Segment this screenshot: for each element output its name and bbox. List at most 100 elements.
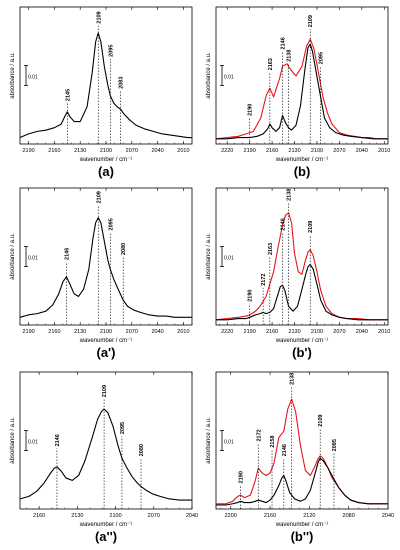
peak-label: 2083 [119, 77, 125, 89]
x-tick-label: 2010 [378, 329, 390, 335]
peak-label: 2190 [248, 104, 254, 116]
x-tick-label: 2160 [264, 513, 276, 519]
plot-frame [19, 187, 193, 326]
plot-frame [215, 187, 389, 326]
x-tick-label: 2220 [221, 329, 233, 335]
panel-label: (b') [292, 345, 312, 360]
x-tick-label: 2130 [288, 148, 300, 154]
spectrum-line-0 [215, 212, 388, 321]
peak-label: 2158 [270, 435, 276, 447]
x-tick-label: 2160 [48, 329, 60, 335]
scale-bar-label: 0.01 [224, 75, 234, 81]
chart-panel-4: 2160 2130 2100 2070 2040 wavenumber / cm⁻¹ abs… [10, 371, 198, 544]
y-axis-label: absorbance / a.u. [10, 417, 16, 464]
panel-label: (a'') [95, 529, 117, 544]
x-tick-label: 2100 [100, 148, 112, 154]
spectrum-line-0 [19, 217, 192, 318]
peak-label: 2146 [282, 444, 288, 456]
chart-panel-3: 2220 2190 2160 2130 2100 2070 2040 2010 wavenumb… [206, 187, 390, 360]
peak-label: 2080 [139, 444, 145, 456]
spectrum-line-1 [216, 43, 388, 140]
x-axis-label: wavenumber / cm⁻¹ [275, 522, 329, 528]
y-axis-label: absorbance / a.u. [10, 233, 16, 280]
peak-label: 2172 [256, 429, 262, 441]
peak-label: 2095 [108, 218, 114, 230]
x-tick-label: 2130 [71, 513, 83, 519]
x-tick-label: 2120 [303, 513, 315, 519]
spectrum-line-1 [216, 263, 388, 321]
x-axis-label: wavenumber / cm⁻¹ [79, 338, 133, 344]
x-tick-label: 2160 [33, 513, 45, 519]
x-axis-label: wavenumber / cm⁻¹ [79, 522, 133, 528]
peak-label: 2080 [121, 243, 127, 255]
x-tick-label: 2070 [148, 513, 160, 519]
scale-bar-label: 0.01 [28, 440, 38, 446]
plot-frame [19, 371, 193, 510]
x-tick-label: 2080 [343, 513, 355, 519]
peak-label: 2163 [268, 243, 274, 255]
spectrum-line-0 [19, 32, 192, 139]
x-tick-label: 2070 [333, 148, 345, 154]
spectrum-line-0 [216, 398, 388, 505]
x-tick-label: 2130 [74, 329, 86, 335]
spectrum-line-0 [19, 408, 192, 501]
chart-panel-2: 2190 2160 2130 2100 2070 2040 2010 wavenumber /… [10, 187, 193, 360]
peak-label: 2095 [319, 52, 325, 64]
x-tick-label: 2070 [126, 329, 138, 335]
y-axis-label: absorbance / a.u. [206, 233, 212, 280]
x-tick-label: 2040 [356, 148, 368, 154]
x-tick-label: 2130 [288, 329, 300, 335]
peak-label: 2146 [55, 434, 61, 446]
peak-label: 2163 [268, 58, 274, 70]
x-tick-label: 2040 [186, 513, 198, 519]
chart-panel-5: 2200 2160 2120 2080 2040 wavenumber / cm⁻¹ abs… [206, 371, 394, 544]
peak-label: 2109 [318, 414, 324, 426]
x-tick-label: 2040 [151, 329, 163, 335]
panel-label: (a') [97, 345, 116, 360]
peak-label: 2095 [120, 422, 126, 434]
x-tick-label: 2160 [266, 148, 278, 154]
chart-panel-1: 2220 2190 2160 2130 2100 2070 2040 2010 wavenumb… [206, 6, 390, 179]
x-tick-label: 2100 [311, 148, 323, 154]
peak-label: 2138 [287, 49, 293, 61]
peak-label: 2095 [332, 439, 338, 451]
y-axis-label: absorbance / a.u. [10, 52, 16, 99]
x-tick-label: 2040 [382, 513, 394, 519]
x-tick-label: 2100 [100, 329, 112, 335]
x-tick-label: 2010 [177, 148, 189, 154]
peak-label: 2138 [287, 189, 293, 201]
peak-label: 2109 [308, 221, 314, 233]
scale-bar-label: 0.01 [224, 440, 234, 446]
x-tick-label: 2070 [126, 148, 138, 154]
peak-label: 2095 [108, 45, 114, 57]
y-axis-label: absorbance / a.u. [206, 52, 212, 99]
peak-label: 2146 [281, 37, 287, 49]
panel-label: (b'') [291, 529, 314, 544]
peak-label: 2109 [102, 385, 108, 397]
peak-label: 2146 [64, 248, 70, 260]
x-axis-label: wavenumber / cm⁻¹ [275, 338, 329, 344]
peak-label: 2172 [261, 274, 267, 286]
x-tick-label: 2190 [244, 148, 256, 154]
x-tick-label: 2190 [244, 329, 256, 335]
spectrum-line-1 [216, 457, 388, 506]
peak-label: 2190 [248, 290, 254, 302]
x-tick-label: 2010 [378, 148, 390, 154]
y-axis-label: absorbance / a.u. [206, 417, 212, 464]
peak-label: 2109 [96, 191, 102, 203]
x-tick-label: 2200 [225, 513, 237, 519]
panel-label: (a) [98, 164, 114, 179]
peak-label: 2146 [281, 218, 287, 230]
scale-bar-label: 0.01 [28, 256, 38, 262]
x-tick-label: 2070 [333, 329, 345, 335]
x-tick-label: 2160 [266, 329, 278, 335]
x-tick-label: 2100 [109, 513, 121, 519]
x-axis-label: wavenumber / cm⁻¹ [275, 157, 329, 163]
x-tick-label: 2040 [151, 148, 163, 154]
scale-bar-label: 0.01 [224, 256, 234, 262]
x-tick-label: 2220 [221, 148, 233, 154]
peak-label: 2190 [239, 471, 245, 483]
plot-frame [215, 371, 389, 510]
peak-label: 2109 [96, 11, 102, 23]
plot-frame [215, 6, 389, 145]
